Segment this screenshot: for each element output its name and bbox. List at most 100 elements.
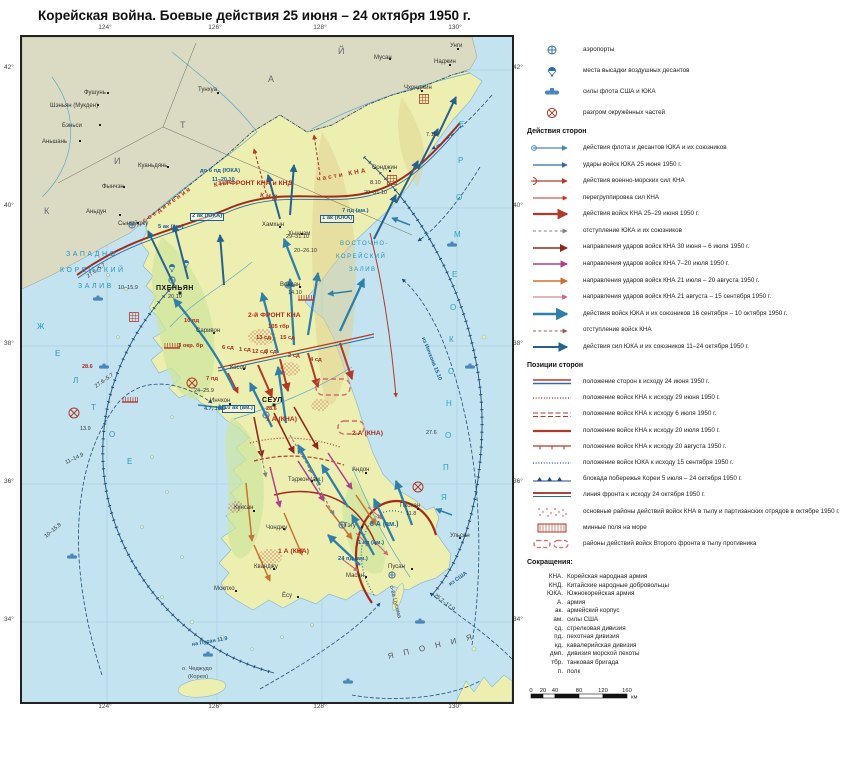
line-red-blue-icon: [527, 376, 577, 388]
airport-icon: [527, 44, 577, 56]
map-label: 10 пд: [184, 318, 200, 324]
city-label: Тэджон (ам.): [288, 477, 324, 483]
city-label: Бэньси: [62, 123, 82, 129]
map-label: 105 тбр: [268, 324, 290, 330]
line-front-icon: [527, 489, 577, 501]
city-label: Хыннам: [288, 231, 311, 237]
terrain-tints: [152, 97, 425, 574]
map-label: 7 пд: [206, 376, 219, 382]
legend-row: минные поля на море: [527, 522, 845, 534]
abbrev-term: ам.: [553, 615, 563, 623]
abbrev-term: А.: [557, 598, 563, 606]
abbrev-definition: армейский корпус: [567, 607, 620, 615]
map-label: Л: [73, 376, 79, 385]
tsushima-island: [391, 583, 405, 611]
map-label: 28.6: [266, 406, 277, 412]
area-hatch-icon: [527, 506, 577, 518]
abbrev-definition: Южнокорейская армия: [567, 590, 635, 598]
legend-row: положение войск КНА к исходу 6 июля 1950…: [527, 409, 845, 421]
map-label: 2 ак (ЮКА): [190, 213, 225, 221]
map-region: ЗАПАДНО- КОРЕЙСКИЙ ЗАЛИВ ВОСТОЧНО- КОРЕЙСКИЙ…: [20, 35, 514, 704]
svg-text:120: 120: [598, 688, 608, 694]
map-label: 29–31.10: [286, 234, 309, 240]
legend-label: отступление войск КНА: [583, 326, 652, 334]
legend-label: блокада побережья Кореи 5 июля – 24 октя…: [583, 475, 742, 483]
city-label: Фынчэн: [102, 184, 124, 190]
city-label: Хамхын: [262, 222, 285, 228]
legend-row: действия войск КНА 25–29 июня 1950 г.: [527, 208, 845, 220]
map-label: 28.6: [82, 364, 93, 370]
map-label: 2 А (КНА): [352, 430, 383, 437]
city-label: Сыныйджу: [118, 221, 149, 227]
latitude-label: 38°: [4, 340, 14, 347]
svg-text:160: 160: [622, 688, 632, 694]
map-label: КОРЕЙСКИЙ: [60, 267, 126, 274]
legend-abbrev-section: КНА. Корейская народная армия КНД. Китайски…: [527, 573, 845, 675]
map-label: 8.10: [370, 180, 381, 186]
legend-label: перегруппировка сил КНА: [583, 193, 660, 201]
map-label: Н: [446, 399, 452, 408]
map-label: Й: [338, 46, 345, 56]
city-label: Кунсан: [234, 505, 254, 511]
svg-text:0: 0: [529, 688, 532, 694]
legend-label: действия флота и десантов ЮКА и их союзн…: [583, 143, 727, 151]
abbrev-definition: пехотная дивизия: [567, 633, 620, 641]
longitude-label: 130°: [448, 24, 462, 31]
jeju-island: [177, 678, 227, 698]
parachute-icon: [527, 65, 577, 77]
map-label: Т: [91, 403, 96, 412]
city-label: Пхохан: [400, 503, 421, 509]
abbrev-row: А. армия: [527, 599, 845, 606]
legend-row: действия военно-морских сил КНА: [527, 175, 845, 187]
city-label: Ёсу: [282, 593, 293, 599]
map-label: 7 пд (ам.): [342, 208, 369, 214]
city-label: Тунхуа: [198, 87, 217, 93]
city-label: Шэньян (Мукден): [50, 103, 99, 109]
legend-label: действия сил ЮКА и их союзников 11–24 ок…: [583, 343, 749, 351]
legend-row: положение войск КНА к исходу 29 июня 195…: [527, 392, 845, 404]
longitude-label: 128°: [313, 703, 327, 710]
map-label: М: [454, 230, 461, 239]
legend-label: положение войск ЮКА к исходу 15 сентября…: [583, 458, 734, 466]
svg-text:20: 20: [540, 688, 546, 694]
map-label: С: [448, 367, 454, 376]
fleet-icon: [527, 86, 577, 98]
arrow-blue-icon: [527, 159, 577, 171]
japan-coast: [455, 674, 512, 702]
map-legend: аэропорты места высадки воздушных десанто…: [527, 44, 845, 710]
map-label: 1 А (КНА): [266, 416, 297, 423]
svg-text:км: км: [631, 694, 638, 700]
city-label: Фушунь: [84, 90, 106, 96]
defeat-icon: [527, 107, 577, 119]
legend-row: положение сторон к исходу 24 июня 1950 г…: [527, 376, 845, 388]
legend-label: отступление ЮКА и их союзников: [583, 226, 682, 234]
map-label: Е: [127, 457, 133, 466]
longitude-label: 126°: [208, 24, 222, 31]
abbrev-definition: Китайские народные добровольцы: [567, 581, 669, 589]
legend-row: положение войск КНА к исходу 20 июля 195…: [527, 425, 845, 437]
legend-row: направления ударов войск КНА 7–20 июля 1…: [527, 258, 845, 270]
city-label: Саривон: [196, 328, 221, 334]
line-blue-dotted-icon: [527, 457, 577, 469]
map-label: 3 окр. бр: [178, 343, 204, 349]
legend-row: перегруппировка сил КНА: [527, 192, 845, 204]
map-label: К: [449, 335, 454, 344]
legend-row: места высадки воздушных десантов: [527, 65, 845, 77]
longitude-label: 128°: [313, 24, 327, 31]
abbrev-term: кд.: [554, 641, 563, 649]
latitude-label: 42°: [513, 64, 523, 71]
legend-label: места высадки воздушных десантов: [583, 66, 690, 74]
legend-row: действия сил ЮКА и их союзников 11–24 ок…: [527, 341, 845, 353]
legend-label: минные поля на море: [583, 523, 647, 531]
map-label: 24–25.9: [194, 388, 214, 394]
map-label: Я: [441, 493, 447, 502]
abbrev-row: пд. пехотная дивизия: [527, 633, 845, 640]
latitude-label: 34°: [513, 616, 523, 623]
longitude-label: 124°: [98, 703, 112, 710]
arrow-pink-icon: [527, 291, 577, 303]
map-label: О: [445, 431, 452, 440]
map-label: 24 пд (ам.): [338, 556, 368, 562]
legend-label: действия войск ЮКА и их союзников 16 сен…: [583, 309, 788, 317]
abbrev-row: ак. армейский корпус: [527, 607, 845, 614]
